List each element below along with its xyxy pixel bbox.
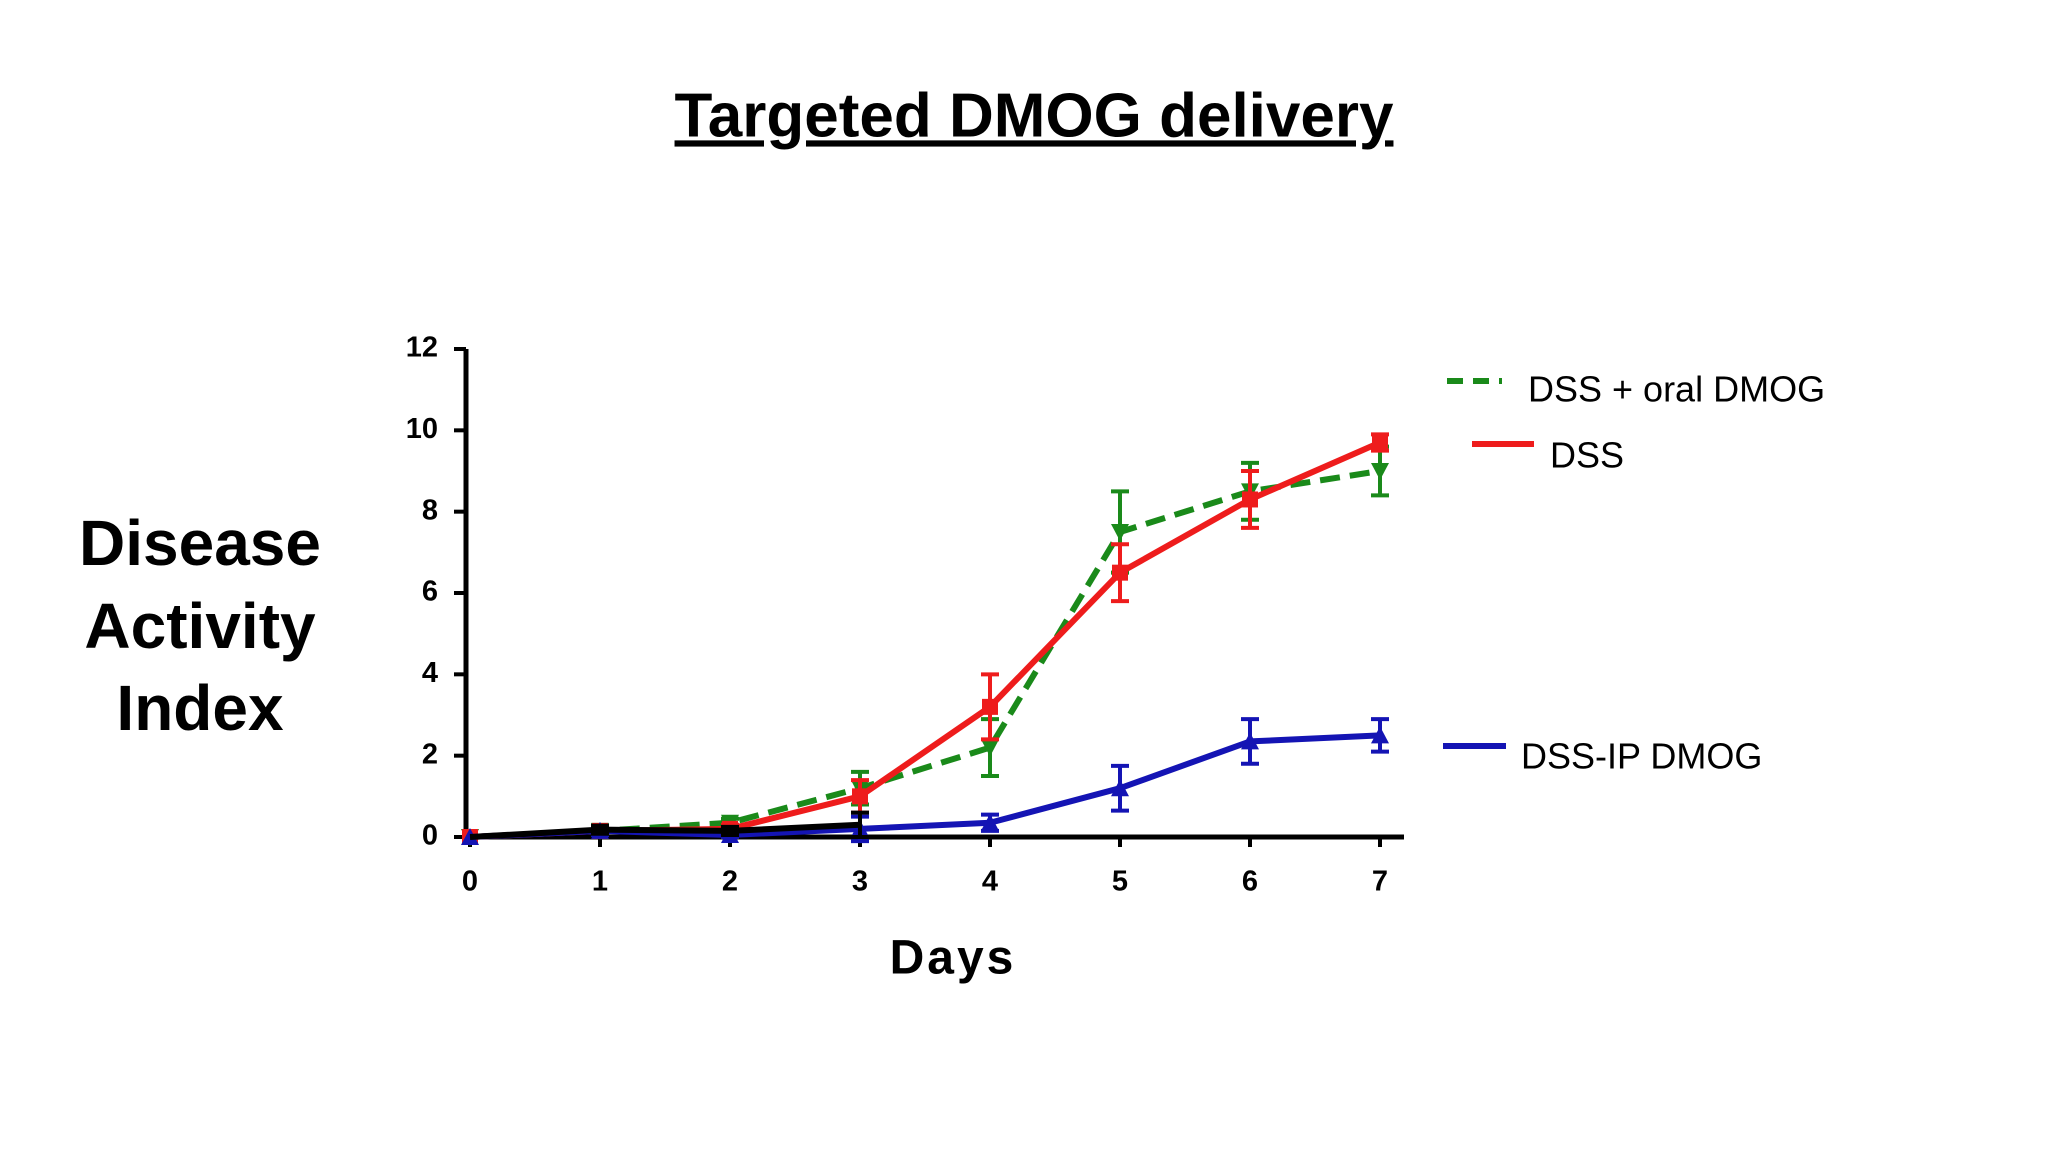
y-tick-label: 8	[422, 494, 438, 526]
marker	[981, 739, 999, 757]
x-axis-label: Days	[890, 932, 1017, 985]
legend-label: DSS	[1550, 435, 1624, 476]
marker	[1111, 524, 1129, 541]
marker	[1371, 726, 1389, 744]
marker	[1111, 779, 1129, 797]
marker	[1242, 491, 1258, 508]
marker	[1241, 732, 1259, 750]
y-tick-label: 12	[406, 332, 438, 364]
y-axis-label: Index	[116, 672, 284, 744]
x-tick-label: 2	[722, 866, 738, 898]
marker	[1112, 564, 1128, 581]
marker	[981, 813, 999, 831]
x-tick-label: 4	[982, 866, 998, 898]
x-tick-label: 0	[462, 866, 478, 898]
y-tick-label: 0	[422, 820, 438, 852]
y-tick-label: 6	[422, 576, 438, 608]
legend-label: DSS-IP DMOG	[1521, 736, 1762, 777]
y-tick-label: 2	[422, 738, 438, 770]
x-tick-label: 6	[1242, 866, 1258, 898]
marker	[1372, 434, 1388, 451]
x-tick-label: 1	[592, 866, 608, 898]
y-axis-label: Disease	[79, 507, 321, 579]
chart-title: Targeted DMOG delivery	[675, 81, 1394, 150]
x-tick-label: 7	[1372, 866, 1388, 898]
marker	[1371, 463, 1389, 480]
y-tick-label: 10	[406, 413, 438, 445]
marker	[982, 698, 998, 715]
x-tick-label: 5	[1112, 866, 1128, 898]
series-line	[469, 821, 861, 840]
marker	[852, 788, 868, 805]
series-line	[469, 468, 1381, 840]
y-tick-label: 4	[422, 657, 438, 689]
x-tick-label: 3	[852, 866, 868, 898]
y-axis-label: Activity	[84, 590, 316, 662]
legend-label: DSS + oral DMOG	[1528, 369, 1825, 410]
